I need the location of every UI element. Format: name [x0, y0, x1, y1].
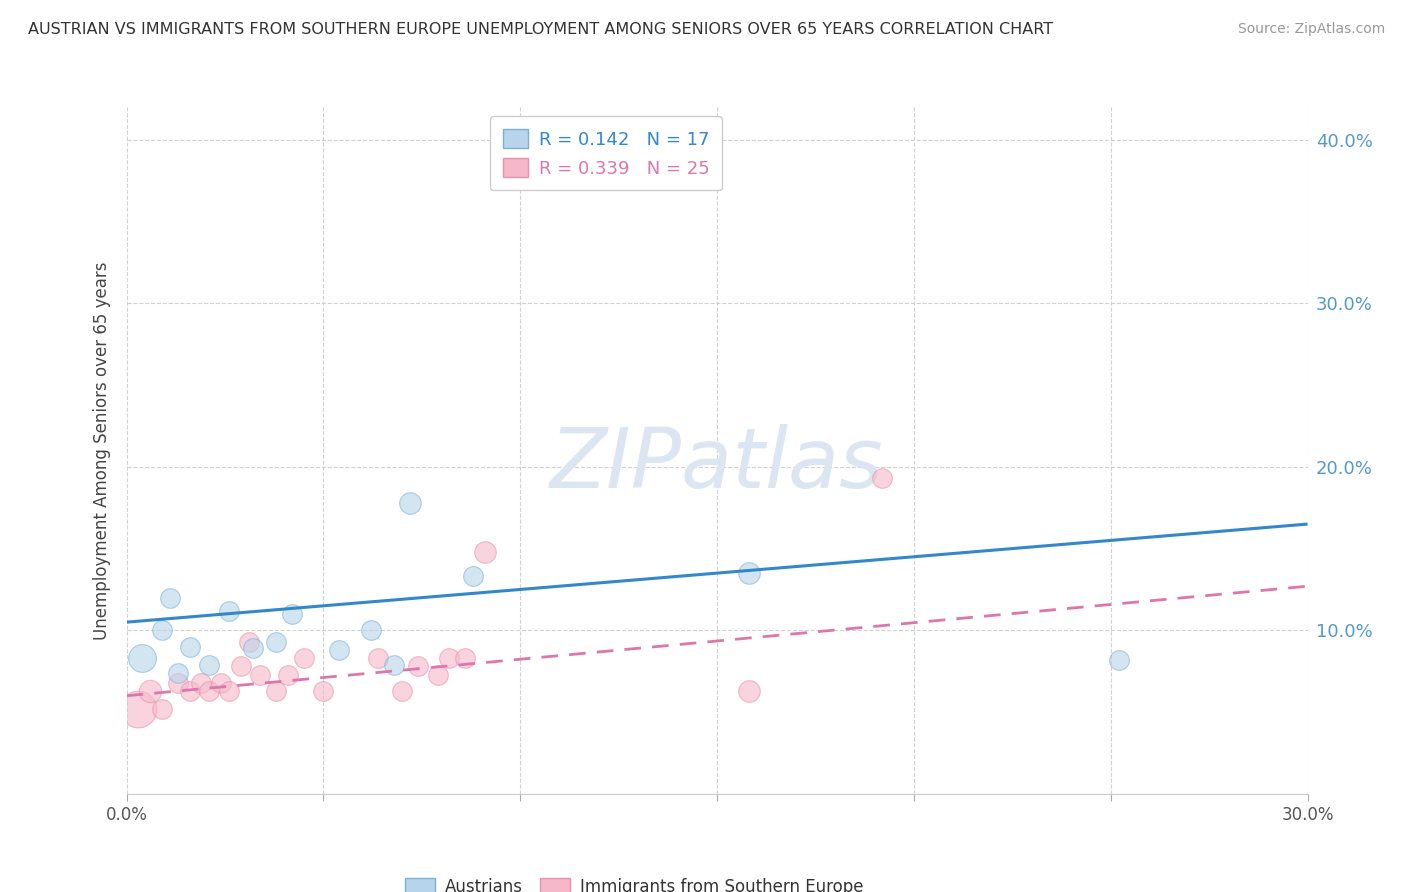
Point [150, 702, 173, 716]
Point [179, 640, 201, 654]
Point [238, 635, 260, 649]
Point [439, 651, 461, 665]
Point [382, 657, 405, 672]
Text: ZIPatlas: ZIPatlas [550, 424, 884, 505]
Point [426, 667, 449, 681]
Point [360, 624, 382, 638]
Point [218, 604, 240, 618]
Point [264, 635, 287, 649]
Point [198, 657, 221, 672]
Point [127, 702, 149, 716]
Point [190, 675, 212, 690]
Point [131, 651, 153, 665]
Point [292, 651, 315, 665]
Point [277, 667, 299, 681]
Point [474, 545, 496, 559]
Point [159, 591, 181, 605]
Point [391, 683, 413, 698]
Point [198, 683, 221, 698]
Text: Source: ZipAtlas.com: Source: ZipAtlas.com [1237, 22, 1385, 37]
Point [264, 683, 287, 698]
Point [229, 659, 252, 673]
Point [872, 471, 894, 485]
Point [166, 665, 188, 680]
Point [328, 643, 350, 657]
Point [179, 683, 201, 698]
Point [209, 675, 232, 690]
Y-axis label: Unemployment Among Seniors over 65 years: Unemployment Among Seniors over 65 years [93, 261, 111, 640]
Point [281, 607, 304, 621]
Point [737, 683, 759, 698]
Point [737, 566, 759, 580]
Point [218, 683, 240, 698]
Point [461, 569, 484, 583]
Point [139, 683, 162, 698]
Legend: Austrians, Immigrants from Southern Europe: Austrians, Immigrants from Southern Euro… [399, 871, 870, 892]
Point [406, 659, 429, 673]
Point [454, 651, 477, 665]
Point [150, 624, 173, 638]
Point [242, 641, 264, 656]
Point [367, 651, 389, 665]
Point [312, 683, 335, 698]
Point [1108, 653, 1130, 667]
Point [399, 496, 422, 510]
Point [166, 675, 188, 690]
Point [249, 667, 271, 681]
Text: AUSTRIAN VS IMMIGRANTS FROM SOUTHERN EUROPE UNEMPLOYMENT AMONG SENIORS OVER 65 Y: AUSTRIAN VS IMMIGRANTS FROM SOUTHERN EUR… [28, 22, 1053, 37]
